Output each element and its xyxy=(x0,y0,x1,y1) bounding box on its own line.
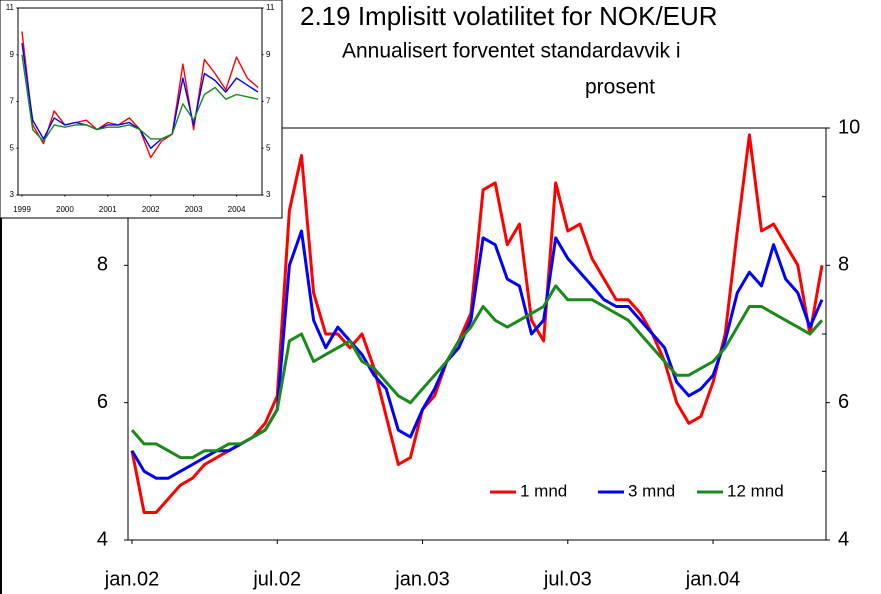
legend-label: 12 mnd xyxy=(727,481,784,500)
x-tick-label: 1999 xyxy=(13,205,31,214)
y2-tick-label: 9 xyxy=(266,50,271,59)
y-tick-label: 11 xyxy=(6,3,15,12)
y2-tick-label: 5 xyxy=(266,143,271,152)
y-tick-label: 7 xyxy=(10,97,15,106)
y-tick-label: 5 xyxy=(10,143,15,152)
x-tick-label: 2000 xyxy=(56,205,74,214)
x-tick-label: jan.04 xyxy=(685,568,741,590)
x-tick-label: jul.03 xyxy=(543,568,592,590)
x-tick-label: jan.02 xyxy=(104,568,160,590)
y-tick-label: 4 xyxy=(97,528,108,550)
y2-tick-label: 11 xyxy=(266,3,275,12)
y2-tick-label: 3 xyxy=(266,190,271,199)
x-tick-label: 2002 xyxy=(142,205,160,214)
y-tick-label: 3 xyxy=(10,190,15,199)
x-tick-label: 2001 xyxy=(99,205,117,214)
x-tick-label: 2003 xyxy=(185,205,203,214)
chart-title: 2.19 Implisitt volatilitet for NOK/EUR xyxy=(300,1,718,31)
y-tick-label: 6 xyxy=(97,391,108,413)
chart-subtitle: prosent xyxy=(585,76,655,99)
y-tick-label: 9 xyxy=(10,50,15,59)
x-tick-label: jan.03 xyxy=(394,568,450,590)
chart-subtitle: Annualisert forventet standardavvik i xyxy=(342,40,681,63)
y-tick-label: 8 xyxy=(97,254,108,276)
series-line xyxy=(21,54,259,142)
x-tick-label: jul.02 xyxy=(252,568,301,590)
legend-label: 3 mnd xyxy=(628,481,675,500)
y2-tick-label: 7 xyxy=(266,97,271,106)
legend-label: 1 mnd xyxy=(520,481,567,500)
y2-tick-label: 10 xyxy=(838,116,860,138)
y2-tick-label: 6 xyxy=(838,391,849,413)
inset-background xyxy=(0,0,283,219)
left-edge xyxy=(0,0,2,594)
x-tick-label: 2004 xyxy=(228,205,246,214)
y2-tick-label: 4 xyxy=(838,528,849,550)
y2-tick-label: 8 xyxy=(838,254,849,276)
series-line xyxy=(130,284,824,460)
